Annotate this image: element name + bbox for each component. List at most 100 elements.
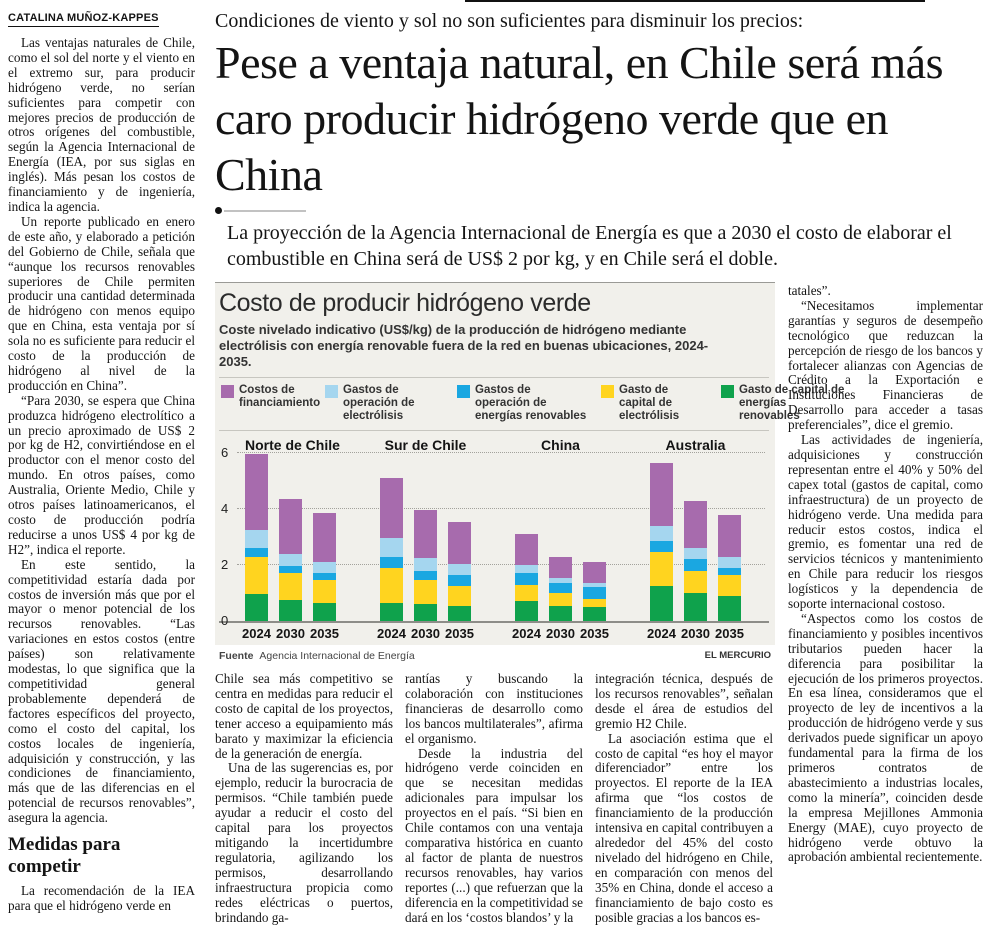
bar-segment bbox=[718, 595, 741, 621]
deck: La proyección de la Agencia Internaciona… bbox=[227, 222, 952, 270]
bar-segment bbox=[684, 500, 707, 549]
group-titles-row: Norte de Chile Sur de Chile China Australia bbox=[219, 437, 769, 453]
bar-segment bbox=[448, 605, 471, 621]
chart-title: Costo de producir hidrógeno verde bbox=[219, 289, 591, 317]
byline: CATALINA MUÑOZ-KAPPES bbox=[8, 12, 159, 27]
legend-label: Costos de financiamiento bbox=[239, 384, 321, 409]
bar-segment bbox=[650, 552, 673, 586]
bar-segment bbox=[684, 559, 707, 571]
bar-segment bbox=[549, 577, 572, 584]
stacked-bar bbox=[414, 510, 437, 621]
group-x-labels: 2024 2030 2035 bbox=[377, 626, 474, 641]
bar-segment bbox=[515, 573, 538, 585]
x-labels-row: 2024 2030 2035 2024 2030 2035 2024 2030 2035 2024… bbox=[219, 623, 769, 641]
bar-segment bbox=[245, 548, 268, 557]
right-article-column: tatales”. “Necesitamos implementar garant… bbox=[788, 282, 983, 925]
bar-segment bbox=[515, 584, 538, 602]
x-axis-year-label: 2035 bbox=[310, 626, 339, 641]
chart-panel: Costo de producir hidrógeno verde Coste … bbox=[215, 282, 844, 645]
paragraph: “Aspectos como los costos de financiamie… bbox=[788, 610, 983, 865]
bullet-dot bbox=[215, 207, 222, 214]
top-rule bbox=[465, 0, 925, 2]
bar-segment bbox=[414, 510, 437, 559]
bar-segment bbox=[448, 521, 471, 564]
paragraph: Las ventajas naturales de Chile, como el… bbox=[8, 35, 195, 214]
bar-segment bbox=[414, 570, 437, 581]
stacked-bar bbox=[245, 454, 268, 621]
group-title: Norte de Chile bbox=[245, 437, 340, 453]
bar-segment bbox=[549, 583, 572, 594]
paragraph: Desde la industria del hidrógeno verde c… bbox=[405, 745, 583, 925]
bar-segment bbox=[515, 565, 538, 574]
paragraph: Las actividades de ingeniería, adquisici… bbox=[788, 432, 983, 612]
bar-segment bbox=[279, 600, 302, 621]
source-row: Fuente Agencia Internacional de Energía E… bbox=[215, 645, 775, 662]
bar-segment bbox=[279, 553, 302, 567]
group-title: Australia bbox=[665, 437, 726, 453]
paragraph: La recomendación de la IEA para que el h… bbox=[8, 883, 195, 913]
bar-segment bbox=[583, 583, 606, 588]
bar-segment bbox=[549, 593, 572, 606]
bar-segment bbox=[448, 586, 471, 606]
x-axis-year-label: 2030 bbox=[411, 626, 440, 641]
body-column-2: rantías y buscando la colaboración con i… bbox=[405, 671, 583, 925]
paragraph: “Para 2030, se espera que China produzca… bbox=[8, 392, 195, 557]
legend-item: Gasto de capital de electrólisis bbox=[601, 384, 707, 423]
legend-item: Gastos de operación de energías renovabl… bbox=[457, 384, 587, 423]
chart-subtitle: Coste nivelado indicativo (US$/kg) de la… bbox=[219, 322, 709, 369]
bar-segment bbox=[718, 556, 741, 568]
legend-color-chip bbox=[221, 385, 234, 398]
bar-segment bbox=[313, 580, 336, 603]
group-x-labels: 2024 2030 2035 bbox=[512, 626, 609, 641]
rule-dash bbox=[224, 209, 306, 212]
source-text: Agencia Internacional de Energía bbox=[259, 650, 415, 662]
paragraph: rantías y buscando la colaboración con i… bbox=[405, 671, 583, 746]
group-bars bbox=[650, 462, 741, 621]
main-article-area: Condiciones de viento y sol no son sufic… bbox=[205, 0, 983, 925]
x-axis-year-label: 2035 bbox=[445, 626, 474, 641]
legend-label: Gasto de capital de electrólisis bbox=[619, 384, 680, 422]
left-column-paragraphs: Las ventajas naturales de Chile, como el… bbox=[8, 35, 195, 826]
legend-label: Gastos de operación de electrólisis bbox=[343, 384, 415, 422]
bar-segment bbox=[279, 499, 302, 554]
bar-segment bbox=[448, 563, 471, 575]
paragraph: “Necesitamos implementar garantías y seg… bbox=[788, 297, 983, 433]
stacked-bar bbox=[684, 500, 707, 621]
bar-segment bbox=[245, 530, 268, 549]
bar-segment bbox=[279, 566, 302, 574]
group-bars bbox=[515, 534, 606, 621]
stacked-bar bbox=[549, 556, 572, 621]
bar-segment bbox=[380, 538, 403, 557]
newspaper-credit: EL MERCURIO bbox=[704, 650, 771, 661]
group-title: China bbox=[541, 437, 580, 453]
stacked-bar bbox=[313, 513, 336, 621]
stacked-bar bbox=[718, 514, 741, 621]
x-axis-year-label: 2024 bbox=[377, 626, 406, 641]
headline-end-mark bbox=[215, 207, 983, 214]
bar-segment bbox=[684, 570, 707, 593]
group-bars bbox=[245, 454, 336, 621]
bar-segment bbox=[245, 594, 268, 621]
paragraph: En este sentido, la competitividad estar… bbox=[8, 556, 195, 826]
paragraph: Un reporte publicado en enero de este añ… bbox=[8, 213, 195, 393]
bar-segment bbox=[380, 567, 403, 603]
stacked-bar bbox=[279, 499, 302, 621]
stacked-bar bbox=[448, 521, 471, 621]
bar-segment bbox=[583, 598, 606, 607]
x-axis-year-label: 2030 bbox=[681, 626, 710, 641]
bar-segment bbox=[549, 556, 572, 578]
legend-color-chip bbox=[721, 385, 734, 398]
paragraph: Chile sea más competitivo se centra en m… bbox=[215, 671, 393, 761]
group-x-labels: 2024 2030 2035 bbox=[647, 626, 744, 641]
bar-segment bbox=[583, 587, 606, 599]
bar-segment bbox=[414, 580, 437, 605]
legend-label: Gastos de operación de energías renovabl… bbox=[475, 384, 587, 422]
bar-segment bbox=[380, 478, 403, 539]
x-axis-year-label: 2030 bbox=[546, 626, 575, 641]
legend-item: Gastos de operación de electrólisis bbox=[325, 384, 443, 423]
stacked-bar bbox=[583, 562, 606, 621]
bar-segment bbox=[414, 604, 437, 621]
y-axis-tick-label: 4 bbox=[221, 501, 229, 516]
gridline bbox=[237, 508, 765, 509]
source-label: Fuente bbox=[219, 650, 254, 662]
